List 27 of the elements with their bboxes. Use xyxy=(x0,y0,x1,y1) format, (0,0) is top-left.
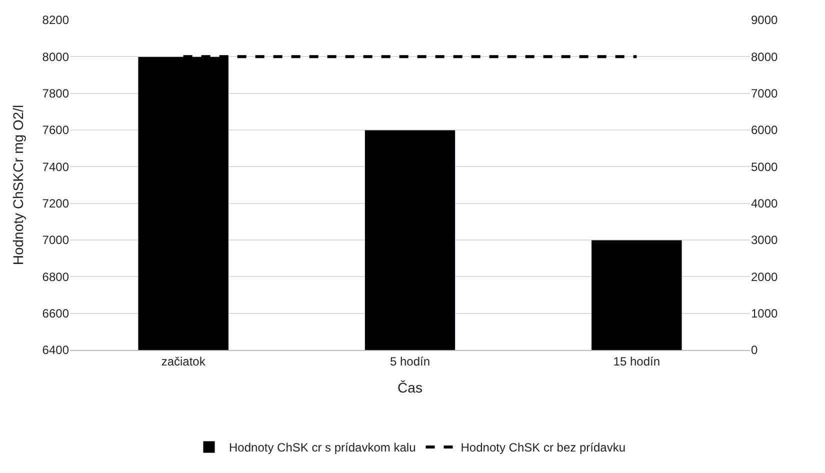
y2-tick-label: 2000 xyxy=(751,270,778,284)
y-tick-label: 6400 xyxy=(42,343,70,358)
y2-tick-label: 6000 xyxy=(751,123,778,138)
y-tick-label: 7800 xyxy=(42,86,70,101)
y-tick-label: 6600 xyxy=(42,306,70,321)
legend-label: Hodnoty ChSK cr s prídavkom kalu xyxy=(229,440,416,455)
x-tick-label: 5 hodín xyxy=(390,354,430,368)
x-axis-title: Čas xyxy=(398,380,422,396)
legend-label: Hodnoty ChSK cr bez prídavku xyxy=(460,440,626,455)
y2-tick-label: 4000 xyxy=(751,196,778,211)
y2-tick-label: 0 xyxy=(751,343,758,358)
y2-tick-label: 7000 xyxy=(751,86,778,101)
y-tick-label: 8000 xyxy=(42,50,70,64)
y-tick-label: 7400 xyxy=(42,160,70,174)
x-tick-label: 15 hodín xyxy=(613,354,660,368)
y-tick-label: 7200 xyxy=(42,196,70,211)
y2-tick-label: 5000 xyxy=(751,160,778,174)
y2-tick-label: 8000 xyxy=(751,50,778,64)
y2-tick-label: 9000 xyxy=(751,13,778,28)
y2-tick-label: 3000 xyxy=(751,233,778,248)
y-tick-label: 6800 xyxy=(42,270,70,284)
y2-tick-label: 1000 xyxy=(751,306,778,321)
y-axis-title: Hodnoty ChSKCr mg O2/l xyxy=(10,104,26,266)
y-tick-label: 7600 xyxy=(42,123,70,138)
y-tick-label: 8200 xyxy=(42,13,70,28)
x-tick-label: začiatok xyxy=(161,354,206,368)
y-tick-label: 7000 xyxy=(42,233,70,248)
